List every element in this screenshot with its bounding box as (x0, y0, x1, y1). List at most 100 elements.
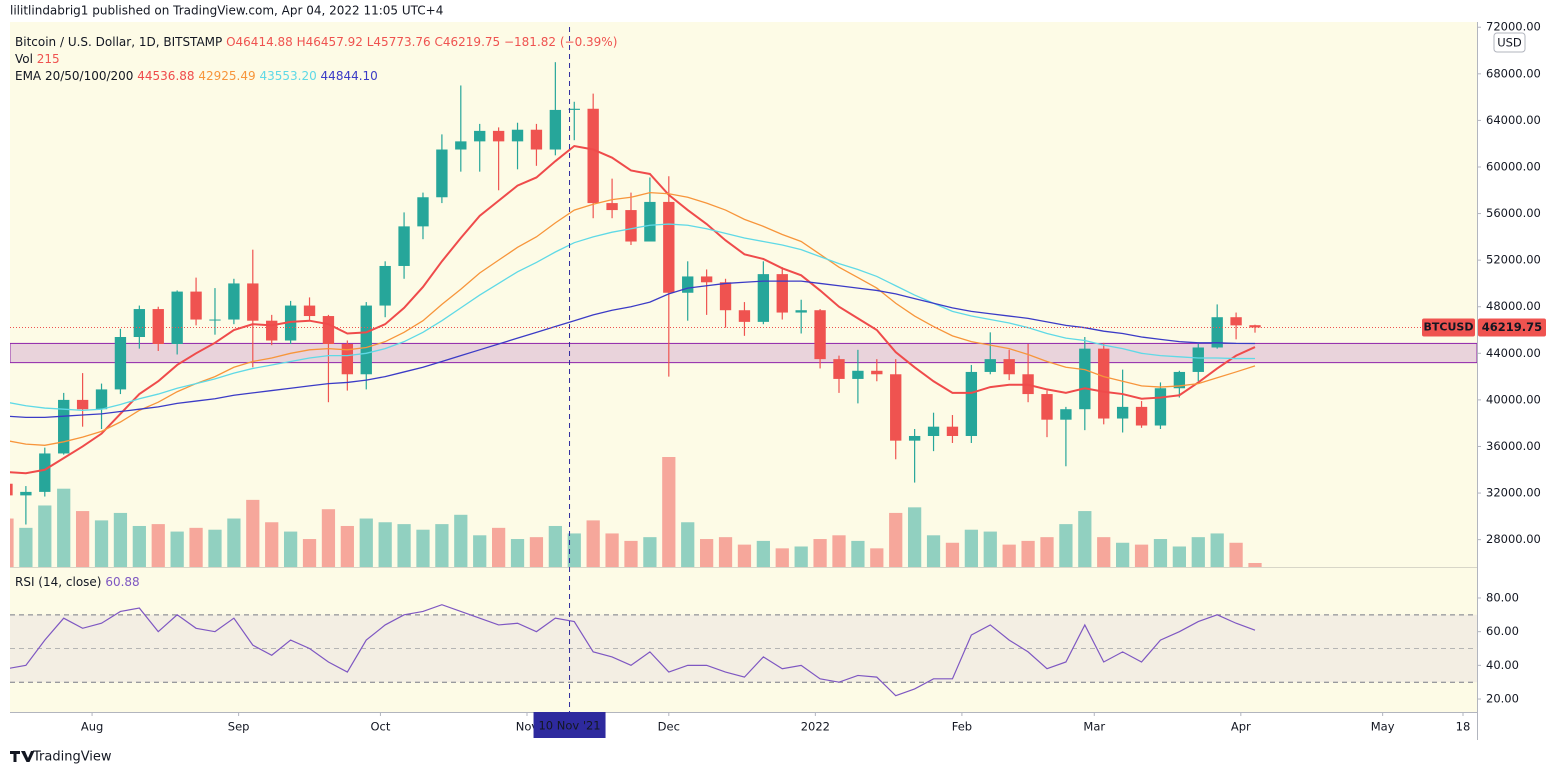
volume-bar (19, 527, 33, 567)
volume-bar (132, 525, 146, 567)
ema-legend-value: 43553.20 (259, 69, 316, 83)
candle-body (1154, 388, 1167, 426)
candle-body (247, 283, 259, 321)
volume-bar (529, 537, 544, 567)
volume-bar (775, 548, 789, 567)
candle-body (228, 283, 240, 320)
volume-bar (170, 531, 184, 567)
y-tick-label: 64000.00 (1486, 113, 1541, 127)
volume-bar (700, 539, 714, 567)
candle-body (1079, 348, 1091, 410)
candle-body (682, 276, 694, 293)
candle-body (39, 453, 51, 492)
support-zone (10, 342, 1477, 364)
y-tick-label: 72000.00 (1486, 20, 1541, 34)
volume-bar (435, 524, 449, 567)
volume-bar (454, 514, 468, 567)
candle-body (133, 309, 146, 338)
volume-bar (283, 531, 298, 567)
candle-body (795, 310, 807, 313)
ohlc-value: H46457.92 (297, 35, 363, 49)
volume-bar (586, 520, 600, 567)
volume-bar (851, 540, 865, 567)
volume-bar (378, 522, 392, 567)
ohlc-value: L45773.76 (367, 35, 431, 49)
y-tick-label: 32000.00 (1486, 486, 1541, 500)
candle-body (984, 359, 996, 372)
currency-badge[interactable] (1493, 32, 1526, 53)
volume-bar (832, 535, 846, 567)
candle-body (644, 201, 656, 242)
volume-bar (1134, 544, 1149, 567)
volume-bar (945, 542, 960, 567)
candle-body (1098, 348, 1110, 419)
y-tick-label: 56000.00 (1486, 206, 1541, 220)
candle-body (549, 109, 562, 150)
candle-body (20, 491, 32, 496)
rsi-last: 60.88 (105, 575, 139, 589)
volume-bar (926, 535, 941, 567)
volume-legend: Vol 215 (15, 52, 60, 66)
volume-bar (1153, 539, 1168, 567)
volume-bar (265, 522, 279, 567)
ema-line (10, 280, 1256, 419)
volume-bar (681, 522, 695, 567)
volume-bar (359, 518, 373, 567)
volume-bar (1229, 542, 1243, 567)
ema-legend-value: 44536.88 (137, 69, 194, 83)
candle-body (1003, 359, 1015, 375)
volume-bar (94, 520, 109, 567)
axes: 28000.00 32000.00 36000.00 40000.00 44000.00… (81, 20, 1546, 738)
ema-label: EMA 20/50/100/200 (15, 69, 133, 83)
volume-bar (718, 537, 733, 567)
y-tick-label: 48000.00 (1486, 299, 1541, 313)
ema-line (10, 191, 1256, 446)
ema-legend-value: 44844.10 (321, 69, 378, 83)
volume-bar (1002, 544, 1016, 567)
volume-bar (983, 531, 997, 567)
volume-bar (1191, 537, 1205, 567)
volume-bar (57, 488, 71, 567)
volume-bar (1248, 562, 1262, 567)
ema-line (10, 144, 1256, 475)
volume-bar (548, 525, 562, 567)
volume-bar (1116, 542, 1130, 567)
crosshair-tag-label: 10 Nov '21 (538, 719, 600, 733)
volume-bar (246, 499, 260, 567)
logo-mark (10, 751, 35, 762)
volume-bar (624, 540, 638, 567)
volume-bar (473, 535, 487, 567)
candle-body (908, 435, 921, 441)
volume-bar (737, 544, 752, 567)
ema-legend: EMA 20/50/100/200 44536.88 42925.49 4355… (15, 69, 378, 83)
volume-bar (189, 527, 203, 567)
x-tick-label: 18 (1456, 720, 1471, 734)
volume-bar (756, 540, 770, 567)
volume-bar (889, 512, 903, 567)
candle-body (322, 316, 335, 344)
rsi-line (10, 604, 1256, 697)
x-tick-label: Feb (952, 720, 972, 734)
ema-legend-value: 42925.49 (198, 69, 255, 83)
volume-bar (227, 518, 241, 567)
rsi-y-tick-label: 20.00 (1486, 692, 1519, 706)
y-tick-label: 36000.00 (1486, 439, 1541, 453)
candle-body (398, 226, 410, 266)
candle-body (625, 210, 637, 242)
candle-body (833, 359, 845, 379)
rsi-y-tick-label: 80.00 (1486, 590, 1519, 604)
volume-bar (510, 539, 525, 567)
volume-bar (38, 505, 52, 567)
volume-bar (662, 457, 676, 567)
volume-bar (567, 533, 581, 567)
y-tick-label: 40000.00 (1486, 392, 1541, 406)
volume-bar (1078, 511, 1092, 567)
plot-background (10, 22, 1477, 712)
ema-line (10, 223, 1256, 412)
x-tick-label: Dec (658, 720, 680, 734)
volume-bar (397, 524, 411, 567)
candle-body (417, 197, 429, 227)
x-tick-label: Nov (516, 720, 539, 734)
rsi-y-tick-label: 40.00 (1486, 658, 1519, 672)
